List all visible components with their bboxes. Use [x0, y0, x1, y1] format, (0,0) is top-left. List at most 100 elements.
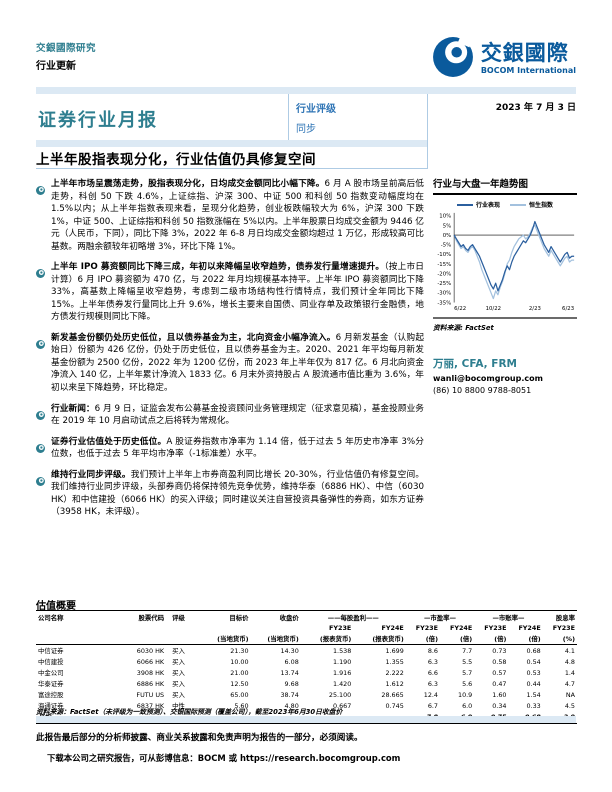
rating-label: 行业评级	[296, 104, 336, 115]
research-site-link[interactable]: https://research.bocomgroup.com	[239, 753, 401, 763]
rating-value: 同步	[296, 124, 316, 135]
bullet-logo-icon	[36, 332, 51, 395]
fy-label: FY23E	[329, 624, 352, 632]
bullet-body: （按上市日计算）6 月 IPO 募资额为 470 亿，与 2022 年月均规模基…	[51, 262, 424, 323]
unit-label: (倍)	[508, 633, 543, 645]
report-category: 行业更新	[36, 61, 76, 72]
fy-label: FY23E	[415, 624, 438, 632]
table-header-row: 公司名称 股票代码 评级 目标价 收盘价 ——每股盈利—— —市盈率— —市账率…	[36, 610, 577, 623]
list-item: 证券行业估值处于历史低位。A 股证券指数市净率为 1.14 倍，低于过去 5 年…	[36, 436, 424, 461]
list-item: 新发基金份额仍处历史低位，且以债券基金为主，北向资金小幅净流入。6 月新发基金（…	[36, 332, 424, 395]
svg-text:6/23: 6/23	[562, 306, 574, 312]
page-title: 证券行业月报	[38, 110, 158, 131]
table-source: 资料来源：FactSet（未评级为一致预测）、交银国际预测（覆盖公司），截至20…	[36, 708, 343, 716]
legend-swatch	[456, 203, 473, 206]
footer-disclosure: 此报告最后部分的分析师披露、商业关系披露和免责声明为报告的一部分，必须阅读。	[36, 733, 363, 743]
valuation-table-title: 估值概要	[36, 601, 76, 612]
svg-text:-35%: -35%	[437, 300, 451, 306]
list-item: 上半年 IPO 募资额同比下降三成，年初以来降幅呈收窄趋势，债券发行量增速提升。…	[36, 261, 424, 324]
analyst-name: 万丽, CFA, FRM	[433, 358, 517, 370]
bullet-text: 维持行业同步评级。我们预计上半年上市券商盈利同比增长 20-30%，行业估值仍有…	[51, 469, 424, 519]
col-close: 收盘价	[250, 610, 301, 623]
analyst-block: 万丽, CFA, FRM wanli@bocomgroup.com (86) 1…	[433, 356, 577, 395]
logo-text: 交銀國際 BOCOM International	[481, 43, 576, 76]
unit-label: (倍)	[474, 633, 509, 645]
bullet-body: 6 月新发基金（认购起始日）份额为 426 亿份，仍处于历史低位，且以债券基金为…	[51, 332, 425, 393]
divider-band-title	[36, 140, 427, 147]
chart-source: 资料来源: FactSet	[433, 317, 577, 332]
fy-label: FY23E	[552, 624, 575, 632]
rating-block: 行业评级 同步	[296, 100, 336, 135]
svg-text:10/22: 10/22	[486, 306, 501, 312]
bullet-body: 6 月 9 日，证监会发布公募基金投资顾问业务管理规定（征求意见稿），基金投顾业…	[51, 403, 424, 427]
trend-chart-svg: 10% 5% 0% -5% -10% -15% -20% -25% -30% -35%6/22 10…	[437, 212, 575, 312]
company-logo: 交銀國際 BOCOM International	[432, 29, 576, 82]
fy-label: FY23E	[484, 624, 507, 632]
legend-swatch	[510, 203, 526, 206]
analyst-email-link[interactable]: wanli@bocomgroup.com	[433, 374, 543, 383]
svg-text:5%: 5%	[443, 223, 452, 229]
bullet-lead: 证券行业估值处于历史低位。	[51, 436, 167, 447]
unit-label: (报表货币)	[353, 633, 406, 645]
headline-rule	[36, 168, 427, 169]
list-item: 上半年市场呈震荡走势，股指表现分化，日均成交金额同比小幅下降。6 月 A 股市场…	[36, 178, 424, 253]
title-divider-1	[288, 94, 289, 140]
legend-item: 恒生指数	[510, 200, 553, 209]
table-subheader-row: FY23E FY24E FY23E FY24E FY23E FY24E FY23…	[36, 623, 577, 633]
unit-label: (报表货币)	[300, 633, 354, 645]
bullet-logo-icon	[36, 436, 51, 461]
bullet-lead: 行业新闻：	[51, 403, 95, 414]
bullet-logo-icon	[36, 469, 51, 519]
fy-label: FY24E	[381, 624, 404, 632]
analyst-phone: (86) 10 8800 9788-8051	[433, 386, 532, 395]
svg-text:6/22: 6/22	[454, 306, 466, 312]
legend-label: 恒生指数	[529, 202, 554, 209]
bullet-lead: 上半年 IPO 募资额同比下降三成，年初以来降幅呈收窄趋势，债券发行量增速提升。	[51, 262, 385, 273]
bullet-list: 上半年市场呈震荡走势，股指表现分化，日均成交金额同比小幅下降。6 月 A 股市场…	[36, 178, 424, 527]
bullet-logo-icon	[36, 403, 51, 428]
org-name: 交銀國際研究	[36, 43, 97, 54]
bullet-lead: 维持行业同步评级。	[51, 469, 131, 480]
sidebar: 行业与大盘一年趋势图 行业表现 恒生指数 10% 5% 0% -5% -10% -15% -2…	[433, 176, 577, 395]
fy-label: FY24E	[518, 624, 541, 632]
title-divider-2	[427, 94, 428, 169]
col-pe-group: —市盈率—	[405, 610, 475, 623]
unit-label: (当地货币)	[250, 633, 301, 645]
list-item: 行业新闻：6 月 9 日，证监会发布公募基金投资顾问业务管理规定（征求意见稿），…	[36, 403, 424, 428]
table-row: 华泰证券 6886 HK 买入 12.50 9.68 1.420 1.612 6.3 5.6 0.…	[38, 679, 575, 689]
list-item: 维持行业同步评级。我们预计上半年上市券商盈利同比增长 20-30%，行业估值仍有…	[36, 469, 424, 519]
bullet-lead: 新发基金份额仍处历史低位，且以债券基金为主，北向资金小幅净流入。	[51, 332, 336, 343]
unit-label: (倍)	[440, 633, 475, 645]
svg-text:-20%: -20%	[437, 271, 451, 277]
legend-item: 行业表现	[456, 200, 500, 209]
table-row: 海通证券 6837 HK 中性 5.60 4.80 0.667 0.745 6.7 6.0 0.3…	[38, 701, 575, 711]
bullet-body: A 股证券指数市净率为 1.14 倍，低于过去 5 年历史市净率 3%分位数，也…	[51, 436, 424, 460]
col-ticker: 股票代码	[109, 610, 167, 623]
bullet-body: 6 月 A 股市场呈前高后低走势，科创 50 下跌 4.6%，上证综指、沪深 3…	[51, 179, 424, 252]
bullet-text: 行业新闻：6 月 9 日，证监会发布公募基金投资顾问业务管理规定（征求意见稿），…	[51, 403, 424, 428]
report-date: 2023 年 7 月 3 日	[495, 103, 576, 113]
headline: 上半年股指表现分化，行业估值仍具修复空间	[36, 152, 316, 168]
table-row: 中信建投 6066 HK 买入 10.00 6.08 1.190 1.355 6.3 5.5 0.…	[38, 657, 575, 667]
col-eps-group: ——每股盈利——	[300, 610, 406, 623]
col-div-group: 股息率	[542, 610, 577, 623]
svg-text:-30%: -30%	[437, 291, 451, 297]
bullet-text: 新发基金份额仍处历史低位，且以债券基金为主，北向资金小幅净流入。6 月新发基金（…	[51, 332, 424, 395]
bullet-logo-icon	[36, 178, 51, 253]
table-row: 中金公司 3908 HK 买入 21.00 13.74 1.916 2.222 6.6 5.7 0…	[38, 668, 575, 678]
svg-text:-15%: -15%	[437, 262, 451, 268]
col-company: 公司名称	[36, 610, 110, 623]
bullet-text: 证券行业估值处于历史低位。A 股证券指数市净率为 1.14 倍，低于过去 5 年…	[51, 436, 424, 461]
unit-label: (当地货币)	[200, 633, 251, 645]
svg-text:-25%: -25%	[437, 281, 451, 287]
bullet-text: 上半年市场呈震荡走势，股指表现分化，日均成交金额同比小幅下降。6 月 A 股市场…	[51, 178, 424, 253]
footer-download: 下载本公司之研究报告，可从彭博信息：BOCM 或 https://researc…	[47, 752, 577, 764]
download-text: 下载本公司之研究报告，可从彭博信息：BOCM 或	[47, 753, 238, 763]
fy-label: FY24E	[449, 624, 473, 632]
bullet-body: 我们预计上半年上市券商盈利同比增长 20-30%，行业估值仍有修复空间。我们维持…	[51, 469, 425, 518]
bocom-logo-icon	[432, 29, 475, 82]
bullet-text: 上半年 IPO 募资额同比下降三成，年初以来降幅呈收窄趋势，债券发行量增速提升。…	[51, 261, 424, 324]
svg-text:2/23: 2/23	[529, 306, 541, 312]
svg-text:-10%: -10%	[437, 252, 451, 258]
